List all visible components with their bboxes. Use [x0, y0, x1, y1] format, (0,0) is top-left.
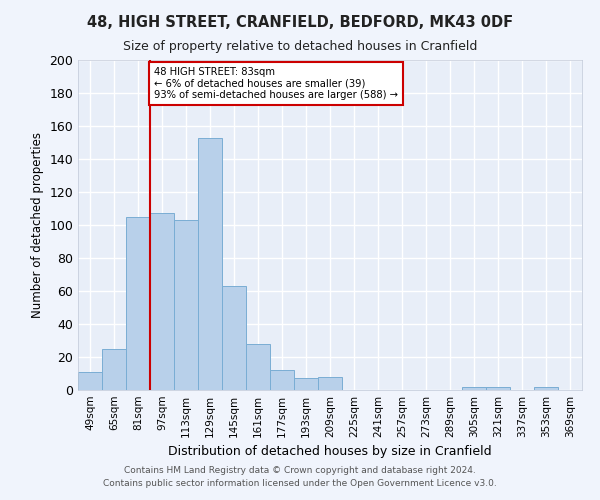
- Bar: [246, 344, 270, 390]
- Text: Size of property relative to detached houses in Cranfield: Size of property relative to detached ho…: [123, 40, 477, 53]
- Bar: [294, 378, 318, 390]
- Bar: [534, 386, 558, 390]
- Text: 48 HIGH STREET: 83sqm
← 6% of detached houses are smaller (39)
93% of semi-detac: 48 HIGH STREET: 83sqm ← 6% of detached h…: [154, 66, 398, 100]
- Bar: [462, 386, 486, 390]
- Bar: [486, 386, 510, 390]
- Bar: [126, 217, 150, 390]
- Bar: [318, 377, 342, 390]
- Bar: [198, 138, 222, 390]
- Y-axis label: Number of detached properties: Number of detached properties: [31, 132, 44, 318]
- X-axis label: Distribution of detached houses by size in Cranfield: Distribution of detached houses by size …: [168, 446, 492, 458]
- Bar: [102, 349, 126, 390]
- Text: 48, HIGH STREET, CRANFIELD, BEDFORD, MK43 0DF: 48, HIGH STREET, CRANFIELD, BEDFORD, MK4…: [87, 15, 513, 30]
- Bar: [222, 286, 246, 390]
- Bar: [78, 372, 102, 390]
- Bar: [150, 214, 174, 390]
- Bar: [270, 370, 294, 390]
- Text: Contains HM Land Registry data © Crown copyright and database right 2024.
Contai: Contains HM Land Registry data © Crown c…: [103, 466, 497, 487]
- Bar: [174, 220, 198, 390]
